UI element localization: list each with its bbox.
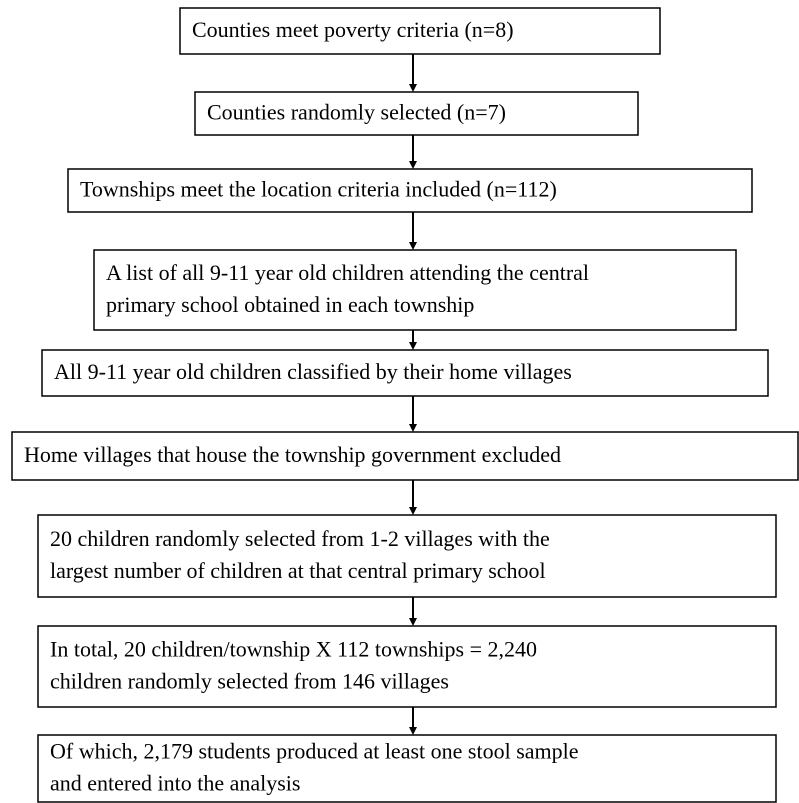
flow-box: [37, 625, 777, 708]
box-text: Counties meet poverty criteria (n=8): [192, 17, 514, 42]
flow-box: [194, 91, 639, 136]
box-text: Home villages that house the township go…: [24, 442, 561, 467]
flow-box: [179, 7, 661, 55]
box-text: children randomly selected from 146 vill…: [50, 669, 449, 694]
flow-box: [67, 168, 753, 213]
flow-box: [11, 431, 799, 481]
box-text: A list of all 9-11 year old children att…: [106, 260, 589, 285]
box-text: primary school obtained in each township: [106, 292, 474, 317]
flow-box: [37, 734, 777, 803]
box-text: largest number of children at that centr…: [50, 558, 546, 583]
box-text: All 9-11 year old children classified by…: [54, 359, 572, 384]
flow-box: [41, 349, 769, 397]
box-text: Counties randomly selected (n=7): [207, 100, 506, 125]
box-text: Of which, 2,179 students produced at lea…: [50, 739, 579, 764]
box-text: and entered into the analysis: [50, 771, 300, 796]
flow-box: [37, 514, 777, 598]
flow-box: [93, 249, 737, 331]
box-text: In total, 20 children/township X 112 tow…: [50, 637, 537, 662]
box-text: Townships meet the location criteria inc…: [80, 177, 557, 202]
box-text: 20 children randomly selected from 1-2 v…: [50, 526, 550, 551]
